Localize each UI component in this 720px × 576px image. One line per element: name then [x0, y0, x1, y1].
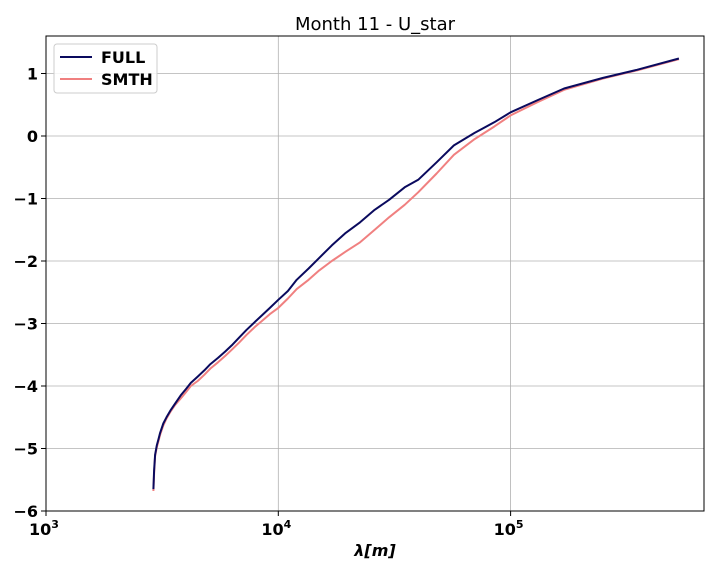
- x-tick-label-base: 10: [261, 520, 283, 539]
- x-tick-label: 104: [261, 518, 291, 539]
- y-tick-label: −5: [13, 440, 38, 459]
- x-tick-label-base: 10: [29, 520, 51, 539]
- legend-label: SMTH: [101, 70, 153, 89]
- y-tick-label: −2: [13, 252, 38, 271]
- series-line-full: [152, 57, 680, 490]
- legend: FULL SMTH: [53, 43, 158, 94]
- y-tick-label: 0: [27, 127, 38, 146]
- x-tick-label-exponent: 3: [51, 518, 59, 531]
- x-tick-label-exponent: 5: [516, 518, 524, 531]
- x-tick-label: 105: [494, 518, 524, 539]
- y-tick-label: −3: [13, 315, 38, 334]
- x-axis-label: λ[m]: [353, 541, 396, 560]
- plot-frame: [45, 35, 705, 512]
- x-tick-label-exponent: 4: [284, 518, 292, 531]
- y-tick-label: −1: [13, 190, 38, 209]
- x-tick-label: 103: [29, 518, 59, 539]
- legend-label: FULL: [101, 48, 145, 67]
- series-line-smth: [152, 58, 680, 492]
- grid: [46, 36, 704, 512]
- y-tick-label: 1: [27, 65, 38, 84]
- y-tick-label: −4: [13, 377, 38, 396]
- y-tick-label: −6: [13, 502, 38, 521]
- series-layer: [152, 57, 680, 492]
- x-tick-label-base: 10: [494, 520, 516, 539]
- chart-title: Month 11 - U_star: [295, 14, 456, 35]
